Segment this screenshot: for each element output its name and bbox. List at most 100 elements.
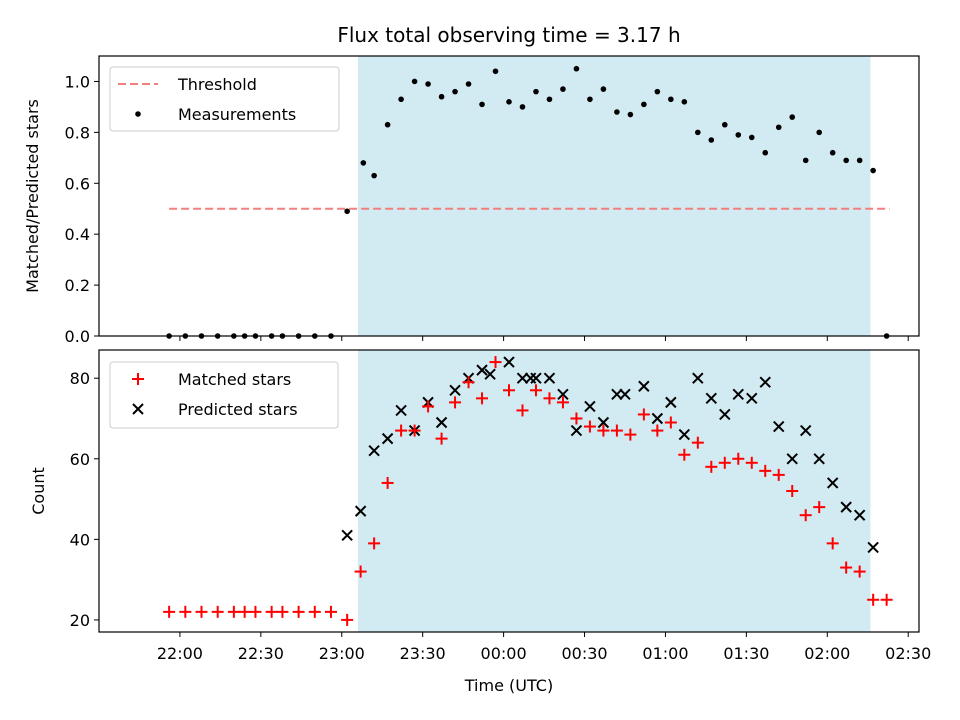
- matched-point: [610, 424, 623, 437]
- matched-point: [543, 392, 556, 405]
- x-tick-label: 02:30: [885, 644, 931, 663]
- measurement-point: [479, 101, 485, 108]
- measurement-point: [762, 149, 769, 156]
- matched-point: [745, 456, 758, 469]
- predicted-point: [530, 372, 542, 384]
- predicted-point: [354, 505, 367, 517]
- predicted-point: [867, 541, 879, 554]
- matched-point: [354, 565, 367, 578]
- bottom-y-axis-label: Count: [29, 467, 48, 515]
- matched-point: [211, 605, 224, 618]
- predicted-point: [584, 400, 596, 413]
- y-tick-label: 60: [70, 450, 90, 469]
- x-tick-label: 23:30: [400, 644, 446, 663]
- matched-point: [813, 501, 826, 514]
- x-tick-label: 01:30: [723, 644, 769, 663]
- predicted-point: [665, 396, 677, 409]
- measurement-point: [708, 137, 715, 143]
- top-highlight-span: [357, 56, 871, 336]
- legend-measurement-marker: [135, 111, 141, 117]
- matched-point: [462, 376, 475, 389]
- predicted-point: [395, 404, 407, 417]
- legend-box: [109, 361, 339, 429]
- predicted-point: [449, 384, 461, 396]
- top-legend: Threshold Measurements: [109, 66, 340, 132]
- matched-point: [368, 537, 381, 550]
- matched-point: [583, 420, 596, 433]
- legend-box: [109, 66, 340, 132]
- top-panel: 0.0 0.2 0.4 0.6 0.8 1.0 Flux total observing …: [23, 23, 920, 346]
- measurement-point: [587, 96, 593, 103]
- measurement-point: [465, 81, 472, 87]
- measurement-point: [384, 121, 391, 128]
- measurement-point: [681, 99, 688, 105]
- predicted-point: [557, 388, 569, 401]
- measurement-point: [344, 208, 350, 215]
- predicted-point: [368, 445, 380, 457]
- measurement-point: [533, 88, 539, 95]
- predicted-point: [435, 416, 448, 429]
- y-tick-label: 20: [70, 611, 90, 630]
- x-tick-label: 00:30: [561, 644, 607, 663]
- measurement-point: [492, 68, 499, 75]
- matched-point: [179, 605, 192, 618]
- chart-title: Flux total observing time = 3.17 h: [337, 23, 680, 47]
- y-tick-label: 40: [70, 530, 90, 549]
- matched-point: [489, 356, 502, 369]
- y-tick-label: 0.2: [65, 276, 90, 295]
- measurement-point: [668, 96, 674, 103]
- bottom-axes-frame: [98, 349, 920, 633]
- matched-point: [476, 392, 489, 405]
- x-tick-label: 00:00: [481, 644, 527, 663]
- measurement-point: [371, 172, 377, 179]
- top-y-ticks: 0.0 0.2 0.4 0.6 0.8 1.0: [65, 72, 99, 346]
- measurement-point: [600, 86, 607, 92]
- matched-point: [651, 424, 664, 437]
- matched-point: [840, 561, 853, 574]
- predicted-point: [840, 501, 852, 513]
- predicted-point: [543, 372, 556, 384]
- predicted-point: [719, 408, 731, 421]
- matched-point: [324, 605, 337, 618]
- bottom-y-ticks: 20 40 60 80: [70, 369, 99, 630]
- matched-point: [408, 424, 421, 437]
- measurement-point: [721, 121, 728, 128]
- predicted-point: [800, 424, 812, 437]
- measurement-point: [452, 88, 458, 95]
- bottom-legend: Matched stars Predicted stars: [109, 361, 339, 429]
- matched-point: [786, 485, 799, 497]
- legend-label: Matched stars: [178, 370, 291, 389]
- measurement-point: [654, 88, 661, 95]
- matched-point: [516, 404, 529, 417]
- matched-point: [826, 537, 839, 550]
- bottom-panel: 20 40 60 80 22:00 22:30 23:00 23:30 00:00 00:30 0…: [29, 349, 931, 695]
- predicted-point: [826, 477, 839, 489]
- predicted-point: [759, 376, 771, 388]
- measurement-point: [411, 78, 418, 85]
- predicted-point: [381, 432, 394, 445]
- measurement-point: [573, 65, 580, 72]
- measurement-point: [802, 157, 809, 164]
- matched-point: [867, 593, 880, 606]
- measurement-point: [614, 109, 620, 115]
- predicted-point: [503, 356, 515, 368]
- matched-point: [265, 605, 278, 618]
- matched-point: [422, 400, 435, 413]
- measurement-point: [627, 111, 634, 118]
- matched-point: [435, 432, 448, 445]
- matched-point: [381, 476, 394, 489]
- measurement-point: [641, 101, 647, 108]
- measurement-point: [560, 86, 566, 92]
- measurement-point: [735, 132, 742, 138]
- x-tick-label: 02:00: [804, 644, 850, 663]
- predicted-point: [651, 412, 664, 425]
- matched-point: [678, 448, 691, 461]
- predicted-point: [341, 529, 353, 542]
- y-tick-label: 0.8: [65, 123, 90, 142]
- bottom-x-ticks: 22:00 22:30 23:00 23:30 00:00 00:30 01:00 01:30…: [157, 632, 931, 663]
- x-tick-label: 01:00: [642, 644, 688, 663]
- predicted-point: [597, 416, 610, 429]
- matched-point: [624, 428, 637, 441]
- measurement-point: [843, 157, 849, 164]
- predicted-point: [619, 388, 631, 401]
